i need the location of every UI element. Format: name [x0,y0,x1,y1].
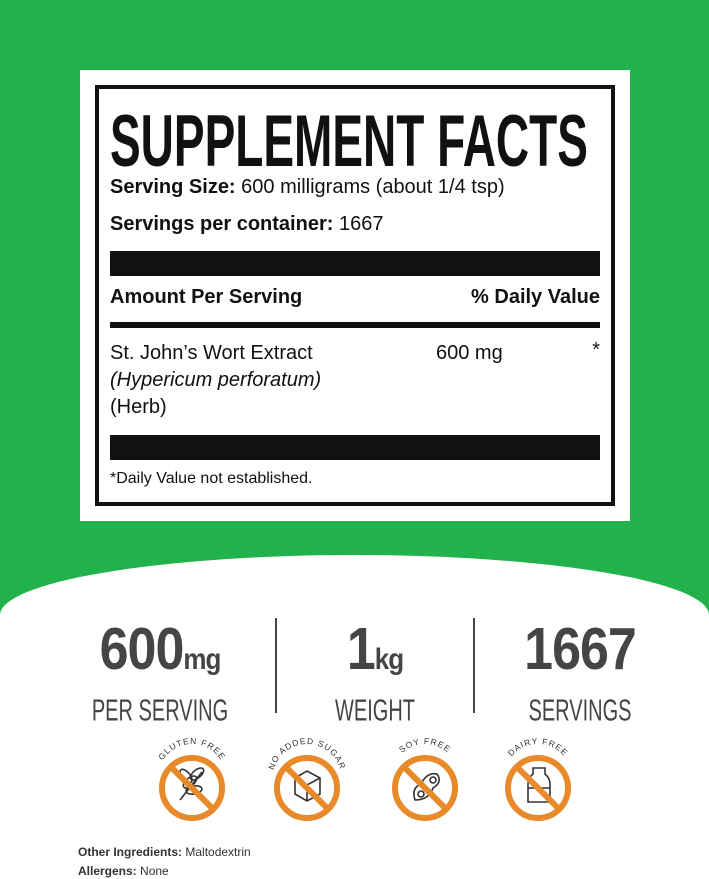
prohibition-circle-icon [505,755,571,821]
stat-number: 1 [346,616,376,683]
prohibition-slash-icon [514,764,562,812]
other-ingredients-value: Maltodextrin [185,845,251,859]
ingredient-row: St. John’s Wort Extract (Hypericum perfo… [110,340,321,421]
badge-graphic: NO ADDED SUGAR [266,736,348,821]
stat-weight: 1kg WEIGHT [275,615,475,729]
stat-value: 600mg [60,609,260,699]
thick-divider [110,251,600,276]
ingredient-name: St. John’s Wort Extract [110,342,313,364]
stat-separator [473,618,475,713]
other-ingredients: Other Ingredients: Maltodextrin [78,845,251,859]
stat-value: 1667 [475,609,685,699]
serving-size-label: Serving Size: [110,176,236,198]
badge-graphic: GLUTEN FREE [156,736,227,821]
badge-text: NO ADDED SUGAR [266,738,348,771]
stat-unit: mg [183,641,221,676]
badge-no-added-sugar: NO ADDED SUGAR [265,736,349,828]
stat-caption: WEIGHT [335,693,415,729]
stats-row: 600mg PER SERVING 1kg WEIGHT 1667 SERVIN… [0,615,709,728]
ingredient-latin: (Hypericum perforatum) [110,369,322,391]
prohibition-circle-icon [159,755,225,821]
badge-graphic: SOY FREE [392,736,458,821]
daily-value-header: % Daily Value [471,286,600,308]
badge-dairy-free: DAIRY FREE [496,736,580,828]
allergens: Allergens: None [78,864,169,878]
ingredient-amount: 600 mg [436,342,503,364]
badge-graphic: DAIRY FREE [505,736,571,821]
stat-caption: SERVINGS [528,693,632,729]
badge-text: SOY FREE [397,738,453,755]
footnote: *Daily Value not established. [110,470,313,487]
ingredient-dv: * [592,339,600,361]
divider [110,322,600,328]
supplement-facts-label: SUPPLEMENT FACTS Serving Size: 600 milli… [80,70,630,521]
serving-size: Serving Size: 600 milligrams (about 1/4 … [110,176,505,199]
stat-servings: 1667 SERVINGS [475,615,685,729]
allergens-label: Allergens: [78,864,137,878]
servings-value: 1667 [338,213,384,235]
stat-caption: PER SERVING [91,693,229,729]
thick-divider-bottom [110,435,600,460]
ingredient-part: (Herb) [110,396,167,418]
stat-number: 600 [99,616,185,683]
stat-per-serving: 600mg PER SERVING [60,615,260,729]
prohibition-slash-icon [283,764,331,812]
amount-per-serving-header: Amount Per Serving [110,286,303,308]
stat-value: 1kg [275,609,475,699]
prohibition-circle-icon [392,755,458,821]
prohibition-slash-icon [168,764,216,812]
stat-unit: kg [374,641,404,676]
servings-label: Servings per container: [110,213,334,235]
label-border: SUPPLEMENT FACTS Serving Size: 600 milli… [95,85,615,506]
stat-number: 1667 [524,616,637,683]
serving-size-value: 600 milligrams (about 1/4 tsp) [241,176,505,198]
prohibition-slash-icon [401,764,449,812]
prohibition-circle-icon [274,755,340,821]
other-ingredients-label: Other Ingredients: [78,845,183,859]
allergens-value: None [140,864,169,878]
stat-separator [275,618,277,713]
white-curve [0,555,709,879]
label-title: SUPPLEMENT FACTS [110,98,588,182]
servings-per-container: Servings per container: 1667 [110,213,383,236]
badge-soy-free: SOY FREE [383,736,467,828]
badge-gluten-free: GLUTEN FREE [150,736,234,828]
